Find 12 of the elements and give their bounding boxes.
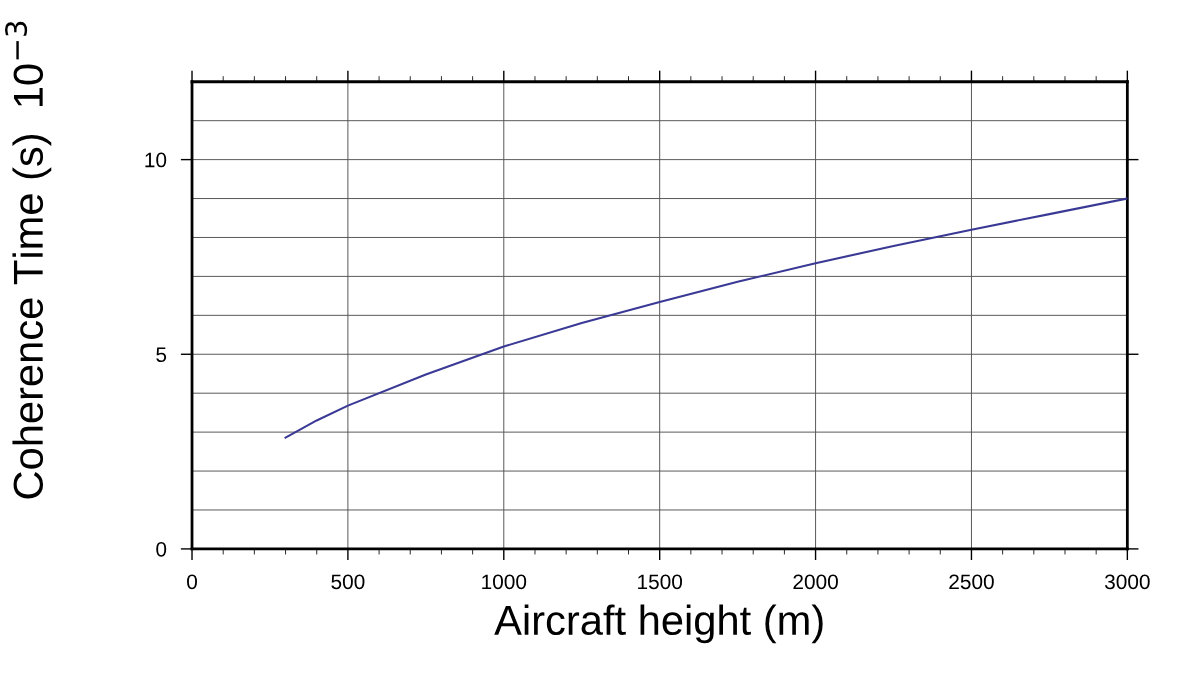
x-tick-label: 1500 (638, 574, 683, 590)
x-tick-label: 1000 (482, 574, 527, 590)
x-tick-label: 0 (187, 574, 197, 590)
x-tick-label: 3000 (1104, 574, 1150, 590)
y-axis-title: Coherence Time (s) 10$^{−3}$ (5, 21, 52, 499)
y-tick-label: 0 (156, 541, 167, 557)
x-tick-label: 500 (331, 574, 365, 590)
y-tick-label: 5 (156, 347, 167, 363)
y-tick-label: 10 (145, 152, 167, 168)
x-tick-label: 2500 (949, 574, 994, 590)
x-axis-title: Aircraft height (m) (494, 604, 823, 644)
x-tick-label: 2000 (793, 574, 838, 590)
